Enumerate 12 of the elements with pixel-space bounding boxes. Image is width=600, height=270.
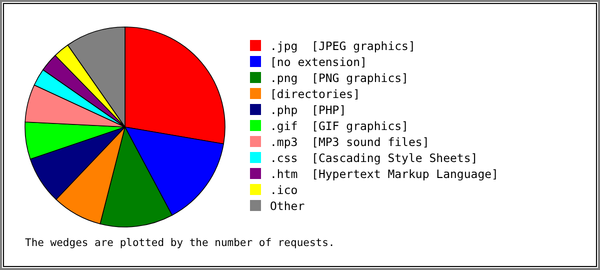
legend-label: .css [Cascading Style Sheets] — [270, 151, 478, 165]
legend-label: Other — [270, 199, 305, 213]
legend-label: .jpg [JPEG graphics] — [270, 39, 416, 53]
legend-label: .php [PHP] — [270, 103, 346, 117]
text: The wedges are plotted by the number of requests. — [25, 237, 335, 249]
legend-label: .mp3 [MP3 sound files] — [270, 135, 430, 149]
legend-label: .png [PNG graphics] — [270, 71, 408, 85]
legend-label: .gif [GIF graphics] — [270, 119, 408, 133]
legend-label: .ico — [270, 183, 298, 197]
legend-label: .htm [Hypertext Markup Language] — [270, 167, 498, 181]
legend-label: [directories] — [270, 87, 360, 101]
legend-label: [no extension] — [270, 55, 367, 69]
